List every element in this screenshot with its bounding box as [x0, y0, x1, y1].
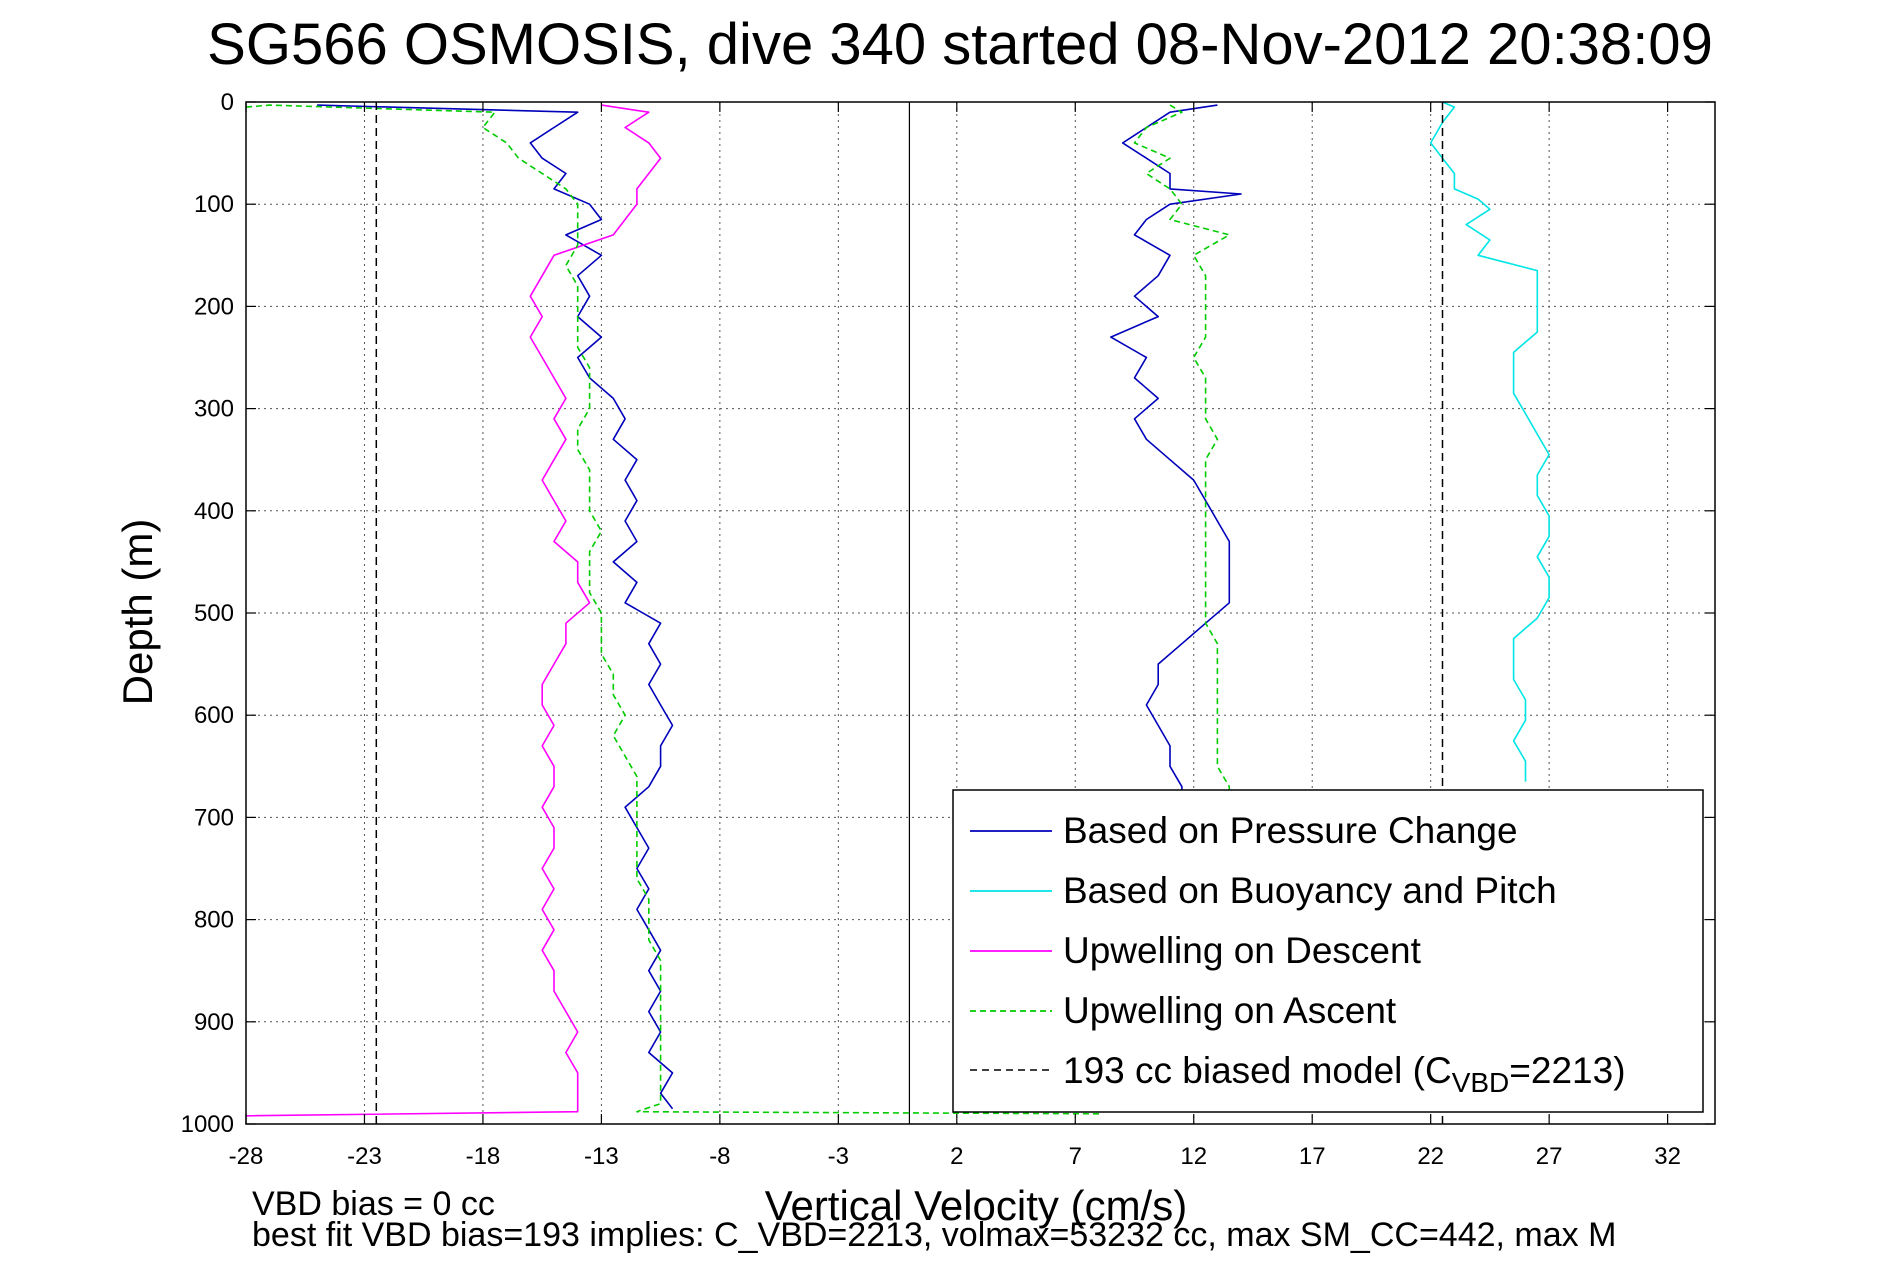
- y-tick-label: 900: [194, 1009, 234, 1036]
- series-line: [317, 104, 674, 1110]
- series-line: [245, 104, 1100, 1115]
- x-tick-label: -18: [466, 1143, 501, 1170]
- legend-item: Upwelling on Ascent: [970, 990, 1397, 1031]
- x-tick-label: -23: [347, 1143, 382, 1170]
- legend-label: Based on Buoyancy and Pitch: [1063, 870, 1557, 911]
- legend: Based on Pressure Change Based on Buoyanc…: [952, 789, 1704, 1113]
- x-tick-label: 2: [950, 1143, 963, 1170]
- legend-item: Upwelling on Descent: [970, 930, 1422, 971]
- x-tick-label: 27: [1536, 1143, 1563, 1170]
- y-tick-label: 100: [194, 191, 234, 218]
- legend-item: Based on Buoyancy and Pitch: [970, 870, 1557, 911]
- footnote-vbd-bias: VBD bias = 0 cc: [252, 1185, 495, 1223]
- legend-label-model: 193 cc biased model (CVBD=2213): [1063, 1050, 1626, 1099]
- x-tick-label: 17: [1299, 1143, 1326, 1170]
- legend-label: Based on Pressure Change: [1063, 810, 1518, 851]
- x-tick-label: -13: [584, 1143, 619, 1170]
- y-tick-label: 600: [194, 702, 234, 729]
- x-tick-label: -28: [229, 1143, 264, 1170]
- legend-box: [952, 789, 1704, 1113]
- axis-ticks: -28 -23 -18 -13 -8 -3 2 7 12 17 22 27 32010020030040…: [181, 89, 1715, 1170]
- legend-item: Based on Pressure Change: [970, 810, 1518, 851]
- legend-label: Upwelling on Descent: [1063, 930, 1422, 971]
- x-tick-label: -3: [828, 1143, 849, 1170]
- x-tick-label: 22: [1417, 1143, 1444, 1170]
- legend-label: Upwelling on Ascent: [1063, 990, 1397, 1031]
- y-tick-label: 1000: [181, 1111, 234, 1138]
- y-tick-label: 500: [194, 600, 234, 627]
- y-tick-label: 800: [194, 907, 234, 934]
- x-axis-label: Vertical Velocity (cm/s): [765, 1182, 1187, 1229]
- x-tick-label: 12: [1180, 1143, 1207, 1170]
- x-tick-label: -8: [709, 1143, 730, 1170]
- y-tick-label: 0: [221, 89, 234, 116]
- chart-title: SG566 OSMOSIS, dive 340 started 08-Nov-2…: [207, 12, 1713, 77]
- x-tick-label: 32: [1654, 1143, 1681, 1170]
- y-axis-label: Depth (m): [114, 519, 161, 706]
- y-tick-label: 700: [194, 804, 234, 831]
- x-tick-label: 7: [1069, 1143, 1082, 1170]
- y-tick-label: 200: [194, 293, 234, 320]
- y-tick-label: 300: [194, 396, 234, 423]
- series-layer: [245, 101, 1550, 1124]
- series-line: [1429, 101, 1550, 782]
- series-line: [245, 104, 662, 1117]
- series-line: [1133, 104, 1231, 808]
- y-tick-label: 400: [194, 498, 234, 525]
- legend-item-model: 193 cc biased model (CVBD=2213): [970, 1050, 1626, 1099]
- series-line: [1110, 104, 1242, 838]
- footnote-best-fit: best fit VBD bias=193 implies: C_VBD=221…: [252, 1216, 1616, 1254]
